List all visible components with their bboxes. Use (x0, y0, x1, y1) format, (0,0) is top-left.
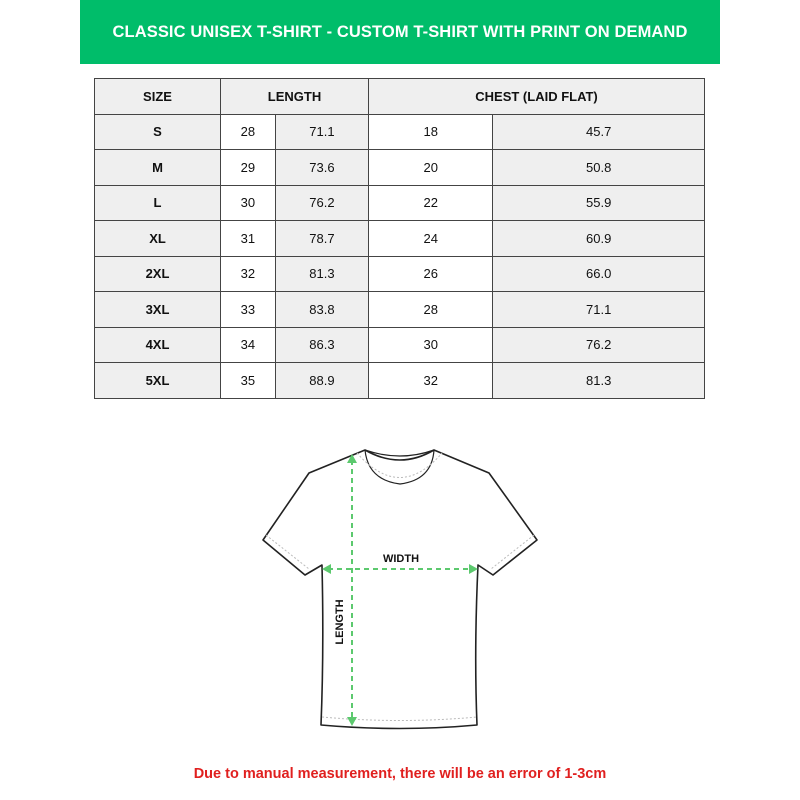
table-row: M 29 73.6 20 50.8 (94, 149, 705, 186)
table-header-row: SIZE LENGTH CHEST (LAID FLAT) (94, 78, 705, 115)
chest-cm-cell: 55.9 (492, 184, 705, 221)
page-title: CLASSIC UNISEX T-SHIRT - CUSTOM T-SHIRT … (112, 22, 688, 41)
length-in-cell: 35 (220, 362, 276, 399)
size-cell: S (94, 113, 221, 150)
table-row: 3XL 33 83.8 28 71.1 (94, 291, 705, 328)
tshirt-collar (364, 449, 435, 485)
length-in-cell: 28 (220, 113, 276, 150)
table-row: 5XL 35 88.9 32 81.3 (94, 362, 705, 399)
arrow-heads (322, 454, 478, 726)
size-cell: 5XL (94, 362, 221, 399)
table-row: S 28 71.1 18 45.7 (94, 113, 705, 150)
length-label: LENGTH (334, 599, 346, 644)
size-chart-table: SIZE LENGTH CHEST (LAID FLAT) S 28 71.1 18 4… (94, 78, 705, 399)
chest-cm-cell: 76.2 (492, 326, 705, 363)
chest-cm-cell: 71.1 (492, 291, 705, 328)
length-cm-cell: 81.3 (274, 255, 370, 292)
table-row: 2XL 32 81.3 26 66.0 (94, 255, 705, 292)
chest-in-cell: 20 (368, 149, 494, 186)
title-banner: CLASSIC UNISEX T-SHIRT - CUSTOM T-SHIRT … (80, 0, 720, 64)
length-cm-cell: 78.7 (274, 220, 370, 257)
width-label: WIDTH (383, 553, 419, 565)
length-cm-cell: 88.9 (274, 362, 370, 399)
measurement-note: Due to manual measurement, there will be… (193, 766, 607, 782)
length-in-cell: 30 (220, 184, 276, 221)
chest-in-cell: 32 (368, 362, 494, 399)
tshirt-outline (262, 449, 538, 730)
chest-cm-cell: 60.9 (492, 220, 705, 257)
length-cm-cell: 73.6 (274, 149, 370, 186)
length-cm-cell: 86.3 (274, 326, 370, 363)
chest-cm-cell: 50.8 (492, 149, 705, 186)
size-cell: 3XL (94, 291, 221, 328)
length-in-cell: 29 (220, 149, 276, 186)
length-cm-cell: 83.8 (274, 291, 370, 328)
table-row: L 30 76.2 22 55.9 (94, 184, 705, 221)
chest-cm-cell: 66.0 (492, 255, 705, 292)
size-cell: 4XL (94, 326, 221, 363)
header-chest: CHEST (LAID FLAT) (368, 78, 705, 115)
size-cell: L (94, 184, 221, 221)
length-cm-cell: 76.2 (274, 184, 370, 221)
chest-cm-cell: 81.3 (492, 362, 705, 399)
chest-in-cell: 18 (368, 113, 494, 150)
size-cell: M (94, 149, 221, 186)
length-cm-cell: 71.1 (274, 113, 370, 150)
header-size: SIZE (94, 78, 221, 115)
chest-in-cell: 22 (368, 184, 494, 221)
chest-in-cell: 30 (368, 326, 494, 363)
chest-in-cell: 24 (368, 220, 494, 257)
chest-in-cell: 28 (368, 291, 494, 328)
length-in-cell: 34 (220, 326, 276, 363)
chest-in-cell: 26 (368, 255, 494, 292)
table-row: 4XL 34 86.3 30 76.2 (94, 326, 705, 363)
length-in-cell: 32 (220, 255, 276, 292)
